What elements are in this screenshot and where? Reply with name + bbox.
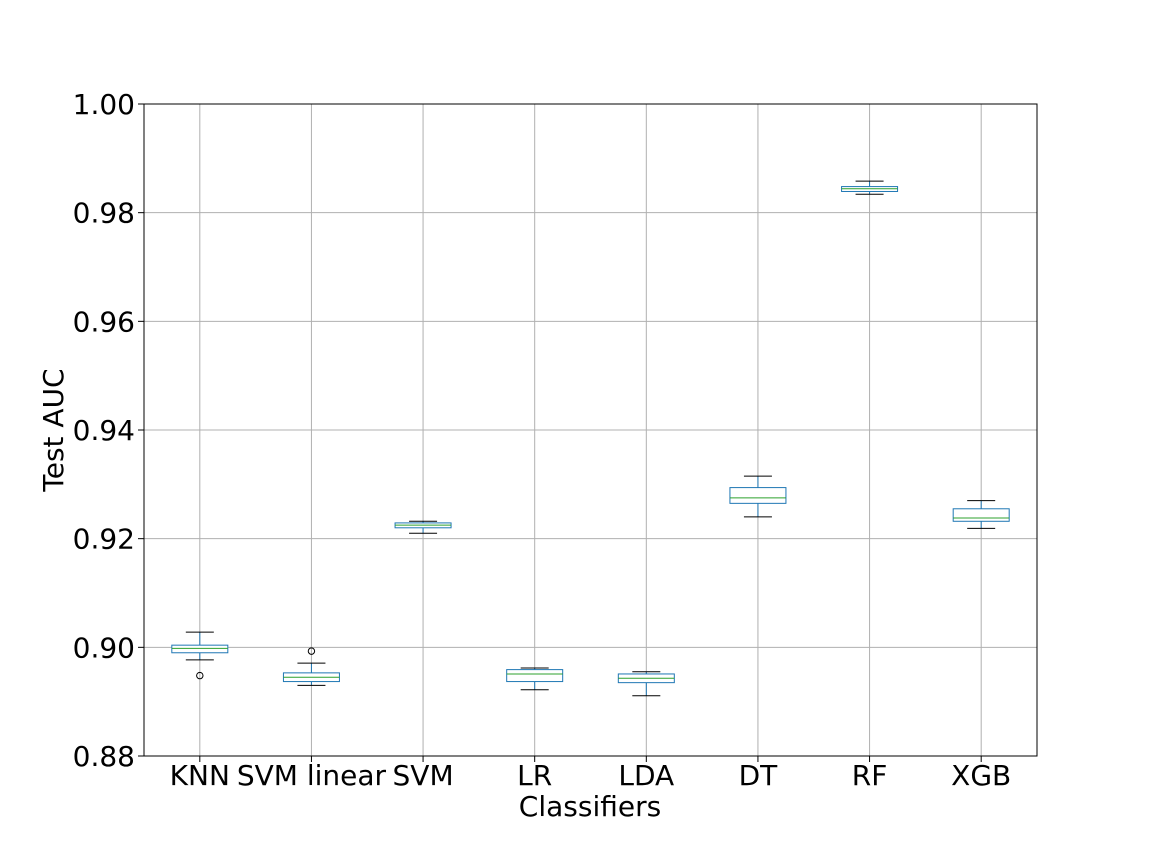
y-tick-label: 0.94: [73, 414, 135, 447]
y-tick-label: 1.00: [73, 88, 135, 121]
y-tick-label: 0.92: [73, 523, 135, 556]
outlier-point: [196, 671, 204, 680]
box-knn: [171, 631, 229, 680]
box-series: [171, 180, 1010, 697]
x-tick-label: LDA: [618, 759, 674, 792]
outlier-point: [307, 647, 316, 655]
iqr-box: [952, 508, 1010, 522]
y-tick-label: 0.98: [73, 197, 135, 230]
x-tick-label: XGB: [951, 759, 1011, 792]
box-lr: [506, 667, 564, 691]
x-tick-label: SVM linear: [237, 759, 387, 792]
iqr-box: [506, 669, 564, 683]
y-tick-label: 0.88: [73, 740, 135, 773]
box-dt: [729, 475, 787, 518]
box-lda: [617, 671, 675, 697]
y-tick-label: 0.90: [73, 631, 135, 664]
box-svm: [394, 520, 452, 534]
iqr-box: [729, 487, 787, 504]
x-tick-label: DT: [739, 759, 779, 792]
x-tick-label: RF: [852, 759, 888, 792]
grid-lines: [144, 103, 1037, 757]
x-tick-label: LR: [517, 759, 552, 792]
x-tick-label: SVM: [393, 759, 454, 792]
x-axis-label: Classifiers: [519, 790, 661, 823]
axis-ticks: 0.88 0.90 0.92 0.94 0.96 0.98 1.00 KNN SVM linea…: [73, 88, 1012, 792]
box-rf: [841, 180, 899, 195]
y-axis-label: Test AUC: [37, 368, 70, 492]
box-svm-linear: [282, 647, 340, 686]
x-tick-label: KNN: [170, 759, 230, 792]
box-xgb: [952, 500, 1010, 529]
y-tick-label: 0.96: [73, 305, 135, 338]
iqr-box: [171, 644, 229, 654]
